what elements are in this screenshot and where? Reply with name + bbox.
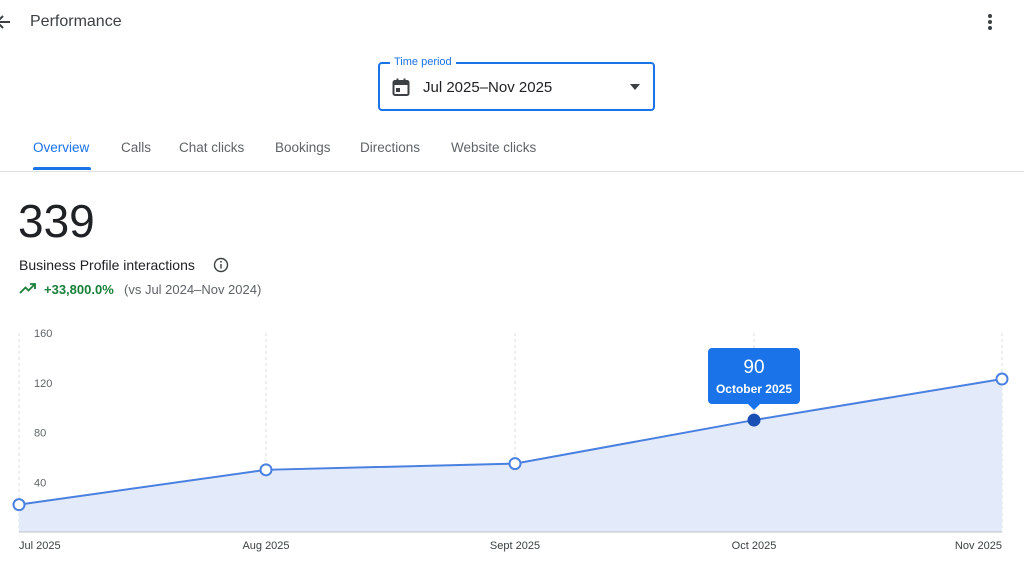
header: Performance [0, 0, 1024, 46]
series-area [19, 379, 1002, 532]
x-tick-label: Nov 2025 [955, 540, 1002, 552]
data-point-2 [508, 457, 522, 471]
data-point-4 [995, 372, 1009, 386]
tab-overview[interactable]: Overview [33, 140, 90, 155]
y-tick-label: 40 [34, 477, 46, 489]
more-vert-icon[interactable] [980, 10, 1000, 34]
tooltip-pointer [748, 404, 760, 410]
chevron-down-icon [630, 84, 640, 90]
time-period-value: Jul 2025–Nov 2025 [423, 79, 553, 96]
x-tick-label: Aug 2025 [242, 540, 289, 552]
x-tick-label: Oct 2025 [732, 540, 777, 552]
tab-bookings[interactable]: Bookings [275, 140, 331, 155]
tab-chat-clicks[interactable]: Chat clicks [179, 140, 245, 155]
x-tick-label: Jul 2025 [19, 540, 61, 552]
calendar-icon [392, 78, 410, 96]
active-tab-indicator [33, 167, 91, 170]
arrow-back-icon[interactable] [0, 10, 12, 34]
info-icon[interactable] [213, 257, 229, 273]
tooltip-value: 90 [743, 357, 764, 378]
y-tick-label: 80 [34, 428, 46, 440]
time-period-label: Time period [390, 56, 456, 68]
tooltip-box [708, 348, 800, 404]
tooltip-label: October 2025 [716, 382, 792, 396]
page-title: Performance [30, 13, 122, 30]
trending-up-icon [19, 283, 36, 294]
data-point-0 [12, 498, 26, 512]
time-period-select[interactable]: Time period Jul 2025–Nov 2025 [378, 56, 655, 111]
change-percent: +33,800.0% [44, 282, 114, 297]
data-point-3 [747, 413, 761, 427]
tab-calls[interactable]: Calls [121, 140, 152, 155]
data-point-1 [259, 463, 273, 477]
tab-bar: Overview Calls Chat clicks Bookings Dire… [0, 126, 1024, 172]
interactions-label: Business Profile interactions [19, 257, 195, 273]
tab-website-clicks[interactable]: Website clicks [451, 140, 537, 155]
y-tick-label: 160 [34, 328, 52, 340]
interactions-total: 339 [18, 195, 95, 247]
interactions-chart: 40 80 120 160 Jul 2025 Aug 2025 Sept 2025 Oct 2… [12, 328, 1009, 552]
change-comparison: (vs Jul 2024–Nov 2024) [124, 282, 262, 297]
tab-directions[interactable]: Directions [360, 140, 421, 155]
x-tick-label: Sept 2025 [490, 540, 540, 552]
y-tick-label: 120 [34, 378, 52, 390]
